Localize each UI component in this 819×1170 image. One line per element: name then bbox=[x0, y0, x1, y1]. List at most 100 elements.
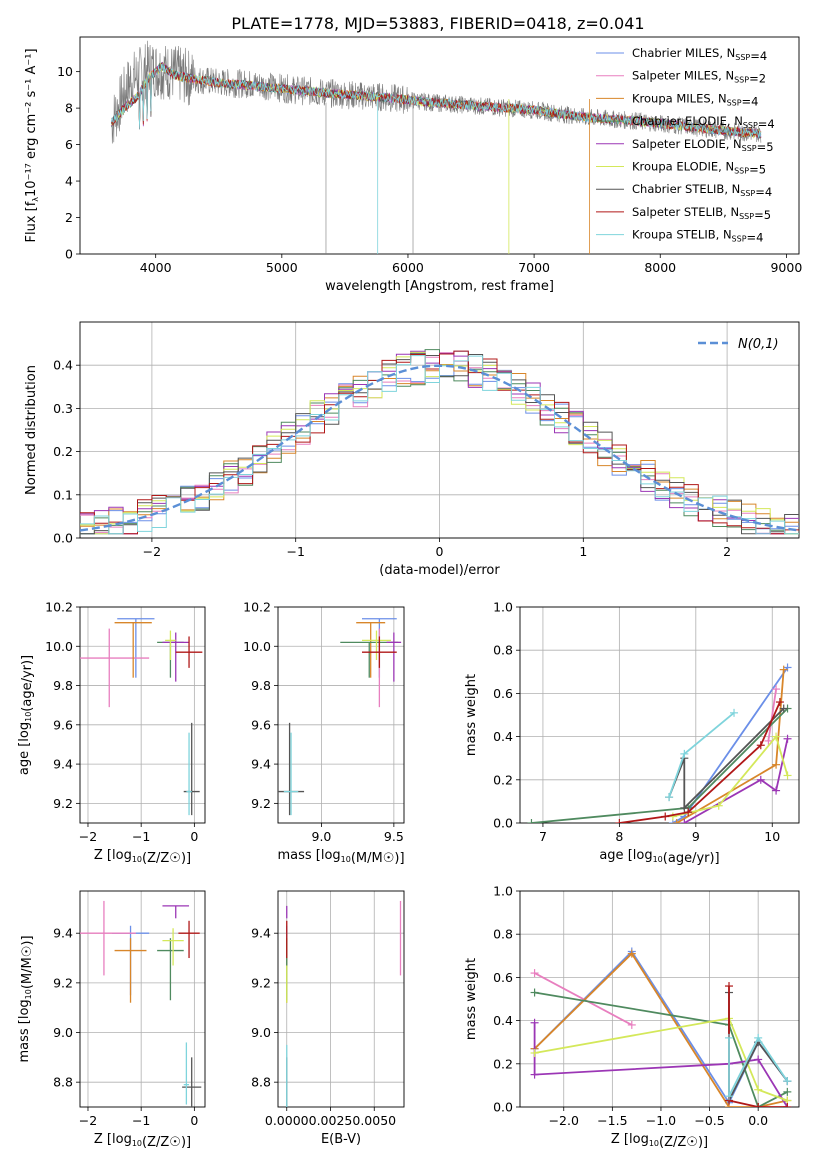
residual-histogram-xtick-label: 1 bbox=[579, 544, 587, 559]
weight-series-line bbox=[728, 1036, 789, 1097]
mass-vs-extinction-points bbox=[286, 900, 402, 1107]
residual-histogram-ytick-label: 0.1 bbox=[53, 487, 73, 502]
age-vs-metallicity-ytick-label: 9.6 bbox=[53, 717, 73, 732]
mass-vs-metallicity-points bbox=[80, 900, 202, 1107]
mass-weight-vs-age-xlabel: age [log10(age/yr)] bbox=[599, 848, 719, 866]
normal-reference-curve bbox=[80, 364, 799, 532]
age-vs-metallicity-xtick-label: −2 bbox=[79, 829, 97, 844]
model-spectrum-line bbox=[111, 63, 762, 138]
residual-histogram-xtick-label: 2 bbox=[723, 544, 731, 559]
mass-weight-vs-metallicity-xtick-label: −0.5 bbox=[694, 1113, 724, 1128]
mass-vs-metallicity-ylabel: mass [log10(M/M☉)] bbox=[17, 935, 35, 1062]
mass-weight-vs-metallicity-ytick-label: 0.4 bbox=[493, 1013, 513, 1028]
mass-weight-vs-metallicity-xtick-label: −2.0 bbox=[549, 1113, 579, 1128]
age-vs-metallicity-points bbox=[80, 618, 203, 816]
histogram-data bbox=[80, 349, 799, 535]
weight-series-line bbox=[672, 734, 789, 818]
spectrum-ytick-label: 6 bbox=[65, 137, 73, 152]
mass-weight-vs-age-ytick-label: 0.4 bbox=[493, 729, 513, 744]
mass-weight-vs-age-axes: 7 8 9 10 0.0 0.2 0.4 0.6 0.8 1.0 age [log10(age/yr… bbox=[464, 600, 800, 866]
mass-vs-extinction-xtick-label: 0.0025 bbox=[309, 1113, 353, 1128]
age-vs-mass-ytick-label: 9.8 bbox=[251, 678, 271, 693]
age-vs-metallicity-ylabel: age [log10(age/yr)] bbox=[17, 655, 35, 775]
legend-entry: Chabrier ELODIE, NSSP=4 bbox=[632, 114, 775, 131]
age-vs-metallicity-ytick-label: 9.8 bbox=[53, 678, 73, 693]
residual-histogram-ylabel: Normed distribution bbox=[24, 365, 39, 495]
residual-histogram-xtick-label: 0 bbox=[436, 544, 444, 559]
legend-entry: Kroupa MILES, NSSP=4 bbox=[632, 91, 759, 108]
mass-vs-extinction-ytick-label: 9.0 bbox=[251, 1025, 271, 1040]
age-vs-mass-axes: 9.0 9.5 9.2 9.4 9.6 9.8 10.0 10.2 mass [log10(M/… bbox=[243, 600, 404, 867]
age-vs-mass-ytick-label: 9.4 bbox=[251, 757, 271, 772]
mass-weight-vs-metallicity-xtick-label: 0.0 bbox=[748, 1113, 768, 1128]
mass-vs-metallicity-ytick-label: 9.4 bbox=[53, 926, 73, 941]
mass-weight-vs-metallicity-axes: −2.0 −1.5 −1.0 −0.5 0.0 0.0 0.2 0.4 0.6 0.8 1.0 Z [… bbox=[464, 884, 800, 1150]
mass-weight-vs-metallicity-ytick-label: 0.0 bbox=[493, 1100, 513, 1115]
spectrum-xtick-label: 9000 bbox=[770, 260, 802, 275]
mass-weight-vs-metallicity-ytick-label: 1.0 bbox=[493, 884, 513, 899]
spectrum-xtick-label: 5000 bbox=[266, 260, 298, 275]
age-vs-metallicity-frame bbox=[79, 606, 206, 824]
residual-step-line bbox=[80, 355, 799, 535]
age-vs-metallicity-axes: −2 −1 0 9.2 9.4 9.6 9.8 10.0 10.2 Z [log10(Z/Z☉)]… bbox=[17, 600, 206, 866]
mass-vs-metallicity-xtick-label: −1 bbox=[132, 1113, 150, 1128]
mass-vs-extinction-xtick-label: 0.0000 bbox=[265, 1113, 309, 1128]
mass-weight-vs-age-xtick-label: 10 bbox=[764, 829, 780, 844]
weight-series-line bbox=[533, 952, 788, 1107]
mass-vs-metallicity-ytick-label: 8.8 bbox=[53, 1075, 73, 1090]
age-vs-mass-ytick-label: 10.0 bbox=[243, 639, 271, 654]
mass-vs-extinction-xlabel: E(B-V) bbox=[321, 1132, 361, 1147]
mass-weight-vs-metallicity-ytick-label: 0.2 bbox=[493, 1056, 513, 1071]
spectrum-ytick-label: 8 bbox=[65, 101, 73, 116]
mass-weight-vs-metallicity-lines bbox=[530, 947, 792, 1107]
spectrum-xtick-label: 4000 bbox=[140, 260, 172, 275]
age-vs-mass-xtick-label: 9.0 bbox=[312, 829, 332, 844]
age-vs-mass-ytick-label: 9.6 bbox=[251, 717, 271, 732]
mass-vs-metallicity-xtick-label: 0 bbox=[190, 1113, 198, 1128]
weight-series-line bbox=[534, 1017, 788, 1102]
legend-entry: Salpeter ELODIE, NSSP=5 bbox=[632, 137, 774, 154]
spectrum-xtick-label: 6000 bbox=[392, 260, 424, 275]
mass-vs-extinction-ytick-label: 8.8 bbox=[251, 1075, 271, 1090]
legend-entry: Kroupa ELODIE, NSSP=5 bbox=[632, 160, 766, 177]
residual-histogram-ytick-label: 0.4 bbox=[53, 358, 73, 373]
residual-step-line bbox=[80, 352, 799, 535]
mass-vs-metallicity-ytick-label: 9.2 bbox=[53, 975, 73, 990]
mass-vs-metallicity-axes: −2 −1 0 8.8 9.0 9.2 9.4 Z [log10(Z/Z☉)] mass [lo… bbox=[17, 890, 206, 1150]
mass-vs-metallicity-frame bbox=[79, 890, 206, 1108]
mass-weight-vs-age-ytick-label: 0.6 bbox=[493, 686, 513, 701]
age-vs-mass-xtick-label: 9.5 bbox=[384, 829, 404, 844]
spectrum-xlabel: wavelength [Angstrom, rest frame] bbox=[325, 279, 554, 294]
residual-histogram-xtick-label: −1 bbox=[286, 544, 304, 559]
age-vs-metallicity-ytick-label: 10.0 bbox=[45, 639, 73, 654]
residual-histogram-ytick-label: 0.3 bbox=[53, 401, 73, 416]
spectrum-xtick-label: 7000 bbox=[518, 260, 550, 275]
mass-weight-vs-age-ytick-label: 0.8 bbox=[493, 643, 513, 658]
spectrum-frame bbox=[79, 36, 800, 255]
mass-weight-vs-metallicity-ylabel: mass weight bbox=[464, 958, 479, 1040]
age-vs-mass-xlabel: mass [log10(M/M☉)] bbox=[277, 848, 404, 866]
mass-weight-vs-age-frame bbox=[519, 606, 800, 824]
legend-entry: Chabrier STELIB, NSSP=4 bbox=[632, 182, 772, 199]
residual-histogram-ytick-label: 0.0 bbox=[53, 531, 73, 546]
mass-weight-vs-age-xtick-label: 9 bbox=[692, 829, 700, 844]
spectrum-ytick-label: 4 bbox=[65, 174, 73, 189]
spectrum-ytick-label: 2 bbox=[65, 210, 73, 225]
age-vs-metallicity-xtick-label: 0 bbox=[190, 829, 198, 844]
mass-vs-metallicity-ytick-label: 9.0 bbox=[53, 1025, 73, 1040]
mass-vs-extinction-ytick-label: 9.2 bbox=[251, 975, 271, 990]
age-vs-metallicity-ytick-label: 9.4 bbox=[53, 757, 73, 772]
age-vs-mass-ytick-label: 9.2 bbox=[251, 796, 271, 811]
age-vs-metallicity-xtick-label: −1 bbox=[132, 829, 150, 844]
mass-weight-vs-metallicity-ytick-label: 0.6 bbox=[493, 970, 513, 985]
model-spectrum-line bbox=[111, 63, 762, 139]
mass-weight-vs-age-ytick-label: 0.2 bbox=[493, 772, 513, 787]
mass-weight-vs-age-lines bbox=[527, 663, 792, 823]
legend-entry: Salpeter MILES, NSSP=2 bbox=[632, 69, 766, 86]
figure-title: PLATE=1778, MJD=53883, FIBERID=0418, z=0… bbox=[231, 14, 644, 33]
mass-vs-metallicity-xlabel: Z [log10(Z/Z☉)] bbox=[94, 1132, 191, 1150]
mass-vs-extinction-xtick-label: 0.0050 bbox=[352, 1113, 396, 1128]
age-vs-mass-points bbox=[278, 618, 402, 816]
spectrum-legend: Chabrier MILES, NSSP=4 Salpeter MILES, NS… bbox=[596, 46, 775, 245]
